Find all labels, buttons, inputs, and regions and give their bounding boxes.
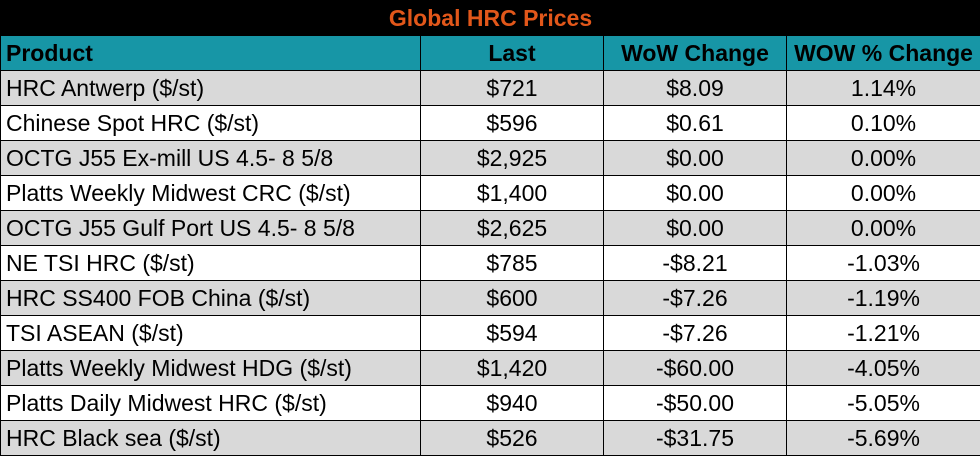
- wow-change-cell: -$60.00: [603, 350, 787, 386]
- wow-change-cell: $0.00: [603, 210, 787, 246]
- table-row: HRC SS400 FOB China ($/st) $600 -$7.26 -1.1…: [0, 280, 980, 316]
- table-row: NE TSI HRC ($/st) $785 -$8.21 -1.03%: [0, 245, 980, 281]
- table-title-row: Global HRC Prices: [0, 0, 980, 36]
- wow-change-cell: $0.00: [603, 175, 787, 211]
- product-cell: OCTG J55 Gulf Port US 4.5- 8 5/8: [0, 210, 421, 246]
- wow-pct-change-cell: -1.03%: [785, 245, 980, 281]
- wow-change-cell: $0.61: [603, 105, 787, 141]
- product-cell: Platts Weekly Midwest CRC ($/st): [0, 175, 421, 211]
- table-row: TSI ASEAN ($/st) $594 -$7.26 -1.21%: [0, 315, 980, 351]
- last-price-cell: $596: [420, 105, 604, 141]
- product-cell: Platts Weekly Midwest HDG ($/st): [0, 350, 421, 386]
- last-price-cell: $2,625: [420, 210, 604, 246]
- wow-pct-change-cell: 0.00%: [785, 175, 980, 211]
- product-cell: NE TSI HRC ($/st): [0, 245, 421, 281]
- product-cell: OCTG J55 Ex-mill US 4.5- 8 5/8: [0, 140, 421, 176]
- table-row: Chinese Spot HRC ($/st) $596 $0.61 0.10%: [0, 105, 980, 141]
- wow-pct-change-cell: 0.00%: [785, 140, 980, 176]
- last-price-cell: $785: [420, 245, 604, 281]
- wow-change-cell: $8.09: [603, 70, 787, 106]
- wow-pct-change-cell: -5.05%: [785, 385, 980, 421]
- product-cell: HRC Black sea ($/st): [0, 420, 421, 456]
- table-row: Platts Weekly Midwest HDG ($/st) $1,420 -$…: [0, 350, 980, 386]
- wow-change-cell: -$7.26: [603, 315, 787, 351]
- table-row: OCTG J55 Gulf Port US 4.5- 8 5/8 $2,625 $0…: [0, 210, 980, 246]
- table-row: Platts Weekly Midwest CRC ($/st) $1,400 $0…: [0, 175, 980, 211]
- wow-pct-change-cell: -1.19%: [785, 280, 980, 316]
- product-cell: HRC SS400 FOB China ($/st): [0, 280, 421, 316]
- wow-pct-change-cell: -5.69%: [785, 420, 980, 456]
- product-cell: Platts Daily Midwest HRC ($/st): [0, 385, 421, 421]
- wow-change-cell: -$7.26: [603, 280, 787, 316]
- wow-pct-change-cell: 1.14%: [785, 70, 980, 106]
- table-row: OCTG J55 Ex-mill US 4.5- 8 5/8 $2,925 $0.0…: [0, 140, 980, 176]
- last-price-cell: $1,420: [420, 350, 604, 386]
- wow-pct-change-cell: 0.10%: [785, 105, 980, 141]
- wow-change-cell: -$31.75: [603, 420, 787, 456]
- table-row: HRC Antwerp ($/st) $721 $8.09 1.14%: [0, 70, 980, 106]
- product-cell: TSI ASEAN ($/st): [0, 315, 421, 351]
- column-header-wow-pct-change: WOW % Change: [785, 35, 980, 71]
- product-cell: Chinese Spot HRC ($/st): [0, 105, 421, 141]
- column-header-last: Last: [420, 35, 604, 71]
- wow-pct-change-cell: -4.05%: [785, 350, 980, 386]
- wow-change-cell: -$8.21: [603, 245, 787, 281]
- wow-pct-change-cell: -1.21%: [785, 315, 980, 351]
- last-price-cell: $594: [420, 315, 604, 351]
- last-price-cell: $1,400: [420, 175, 604, 211]
- table-title: Global HRC Prices: [0, 0, 980, 36]
- last-price-cell: $600: [420, 280, 604, 316]
- last-price-cell: $526: [420, 420, 604, 456]
- column-header-row: Product Last WoW Change WOW % Change: [0, 35, 980, 71]
- wow-change-cell: $0.00: [603, 140, 787, 176]
- column-header-wow-change: WoW Change: [603, 35, 787, 71]
- column-header-product: Product: [0, 35, 421, 71]
- wow-change-cell: -$50.00: [603, 385, 787, 421]
- last-price-cell: $940: [420, 385, 604, 421]
- last-price-cell: $2,925: [420, 140, 604, 176]
- product-cell: HRC Antwerp ($/st): [0, 70, 421, 106]
- wow-pct-change-cell: 0.00%: [785, 210, 980, 246]
- last-price-cell: $721: [420, 70, 604, 106]
- table-row: HRC Black sea ($/st) $526 -$31.75 -5.69%: [0, 420, 980, 456]
- table-row: Platts Daily Midwest HRC ($/st) $940 -$50.…: [0, 385, 980, 421]
- table-body: HRC Antwerp ($/st) $721 $8.09 1.14% Chinese …: [0, 70, 980, 456]
